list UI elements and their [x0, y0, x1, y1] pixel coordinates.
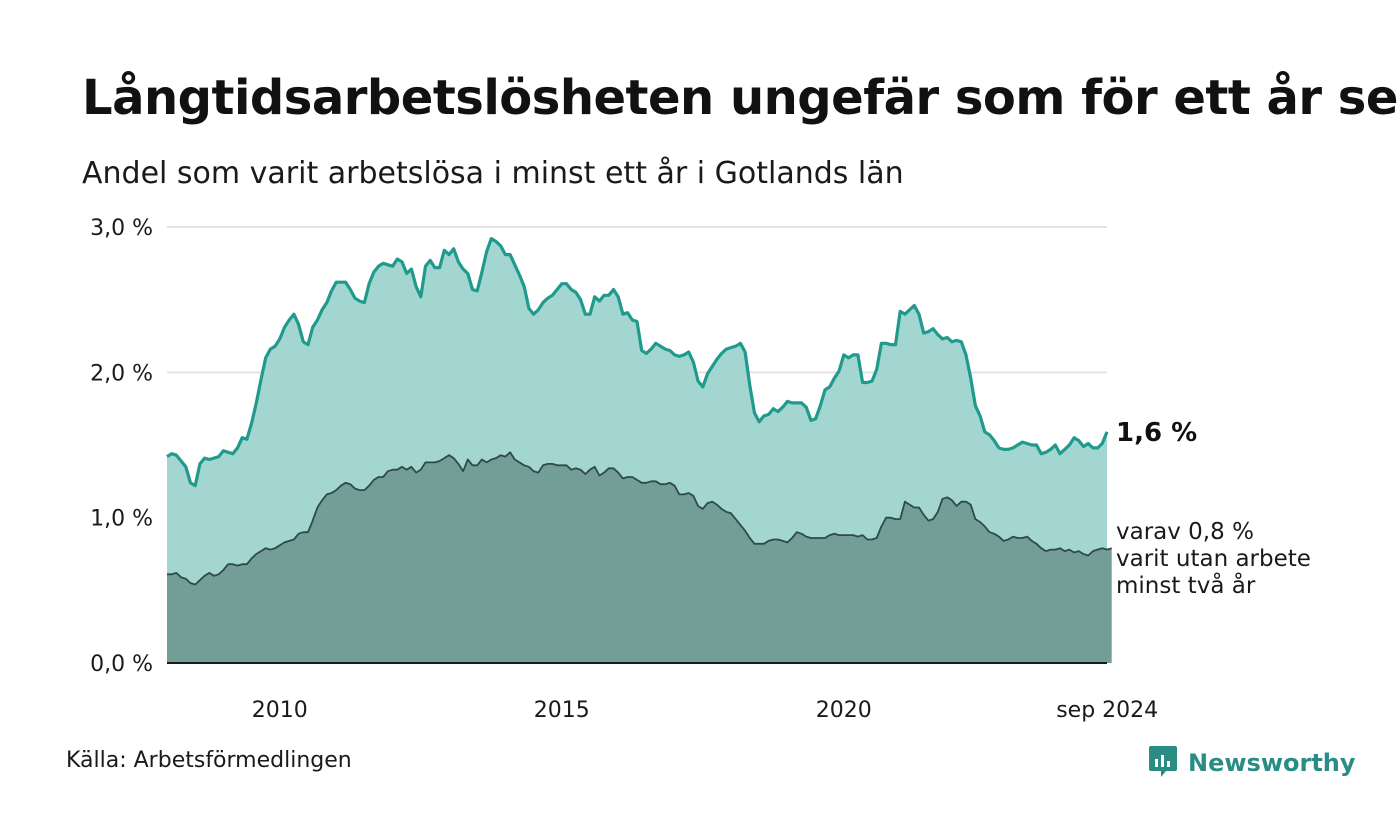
area-two_years: [167, 452, 1112, 663]
x-tick-label: sep 2024: [1056, 698, 1158, 723]
x-tick-label: 2015: [534, 698, 590, 723]
axis-labels: 0,0 % 1,0 % 2,0 % 3,0 % 2010 2015 2020 sep 2024: [90, 216, 1158, 723]
latest-total-label: 1,6 %: [1116, 418, 1197, 448]
latest-sub-label-line2: varit utan arbete: [1116, 546, 1311, 572]
chart-lines: [166, 237, 1112, 664]
chart-subtitle: Andel som varit arbetslösa i minst ett å…: [82, 156, 904, 191]
source-note: Källa: Arbetsförmedlingen: [66, 748, 352, 773]
brand-name: Newsworthy: [1188, 749, 1356, 777]
y-tick-label: 1,0 %: [90, 507, 153, 532]
brand-logo[interactable]: Newsworthy: [1148, 744, 1356, 782]
chart-title: Långtidsarbetslösheten ungefär som för e…: [82, 70, 1400, 126]
latest-sub-label-line1: varav 0,8 %: [1116, 519, 1254, 545]
y-tick-label: 2,0 %: [90, 361, 153, 386]
end-labels: 1,6 % varav 0,8 % varit utan arbete mins…: [1116, 418, 1311, 599]
x-tick-label: 2020: [816, 698, 872, 723]
chart-areas: [167, 238, 1112, 663]
latest-sub-label-line3: minst två år: [1116, 571, 1256, 599]
y-tick-label: 3,0 %: [90, 216, 153, 241]
newsworthy-logo-icon: [1148, 744, 1178, 782]
line-total: [166, 237, 1109, 488]
y-tick-label: 0,0 %: [90, 652, 153, 677]
x-tick-label: 2010: [252, 698, 308, 723]
line-two_years: [167, 451, 1112, 586]
